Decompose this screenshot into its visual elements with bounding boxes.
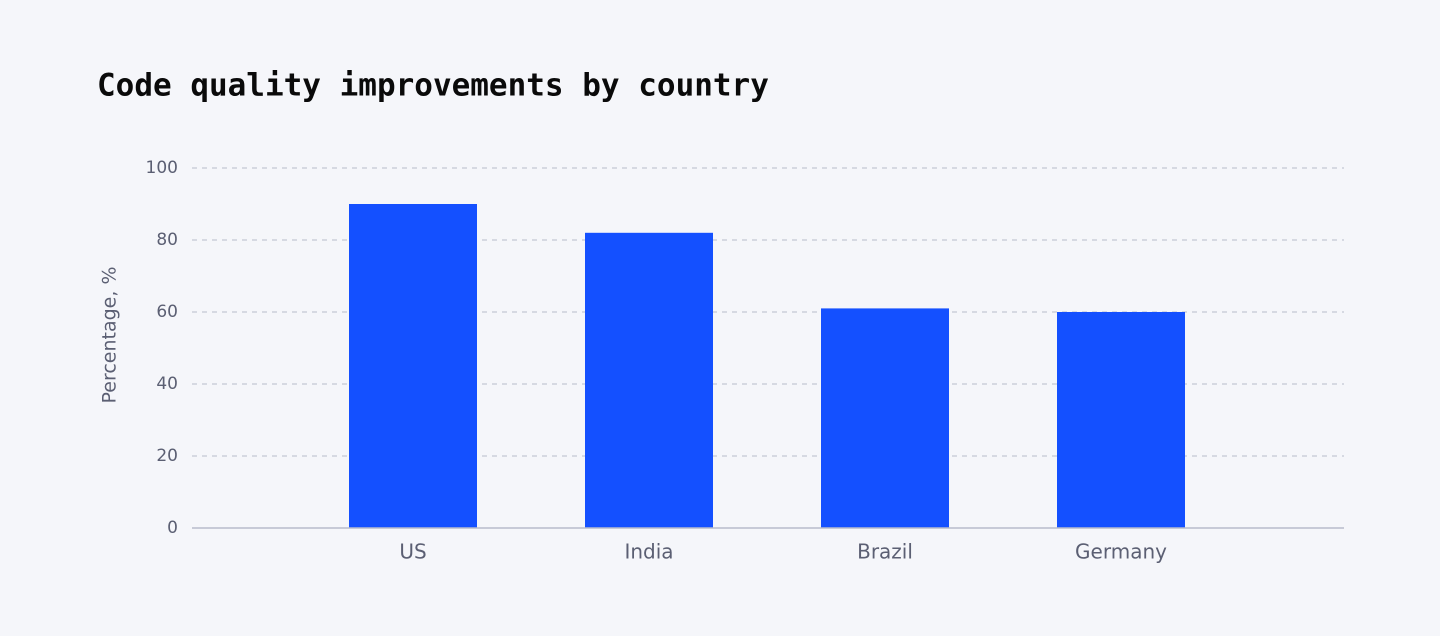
x-tick-label: US [399,540,426,564]
y-tick-label: 80 [156,230,178,250]
y-tick-label: 0 [167,518,178,538]
y-tick-label: 40 [156,374,178,394]
y-tick-label: 100 [146,158,178,178]
bar [585,232,713,529]
y-tick-label: 60 [156,302,178,322]
x-tick-label: Brazil [857,540,913,564]
x-tick-label: India [624,540,673,564]
y-tick-label: 20 [156,446,178,466]
bar [1057,312,1185,528]
chart-title: Code quality improvements by country [97,68,769,104]
bar [349,204,477,528]
x-tick-label: Germany [1075,540,1167,564]
bar [821,308,949,528]
y-axis-label: Percentage, % [99,266,121,403]
